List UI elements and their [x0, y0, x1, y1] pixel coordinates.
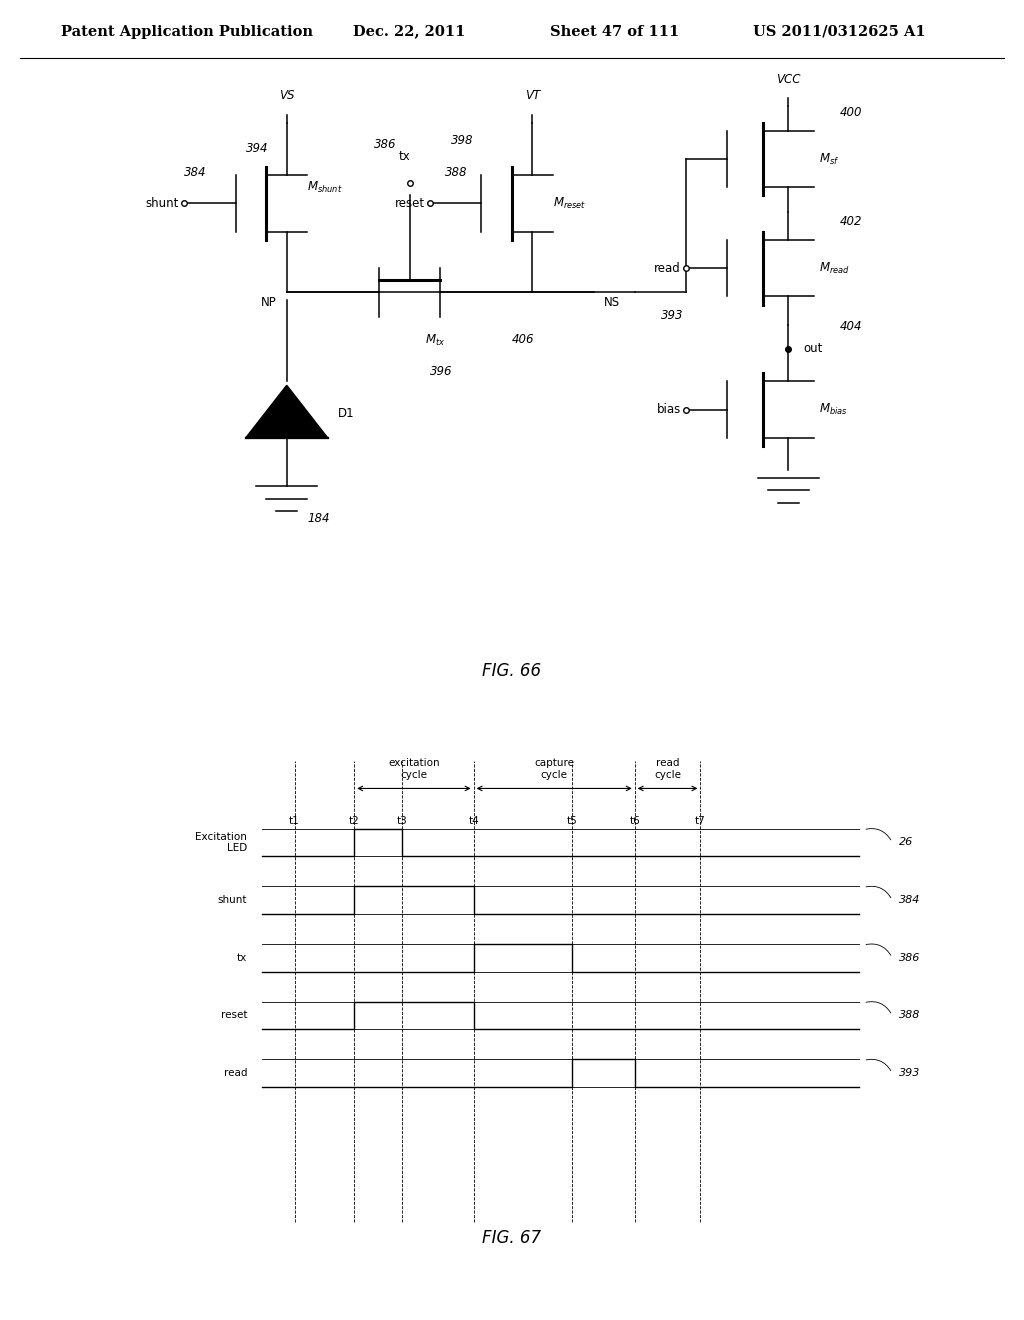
Text: 386: 386 — [374, 137, 396, 150]
Text: t3: t3 — [396, 816, 408, 826]
Text: $M_{reset}$: $M_{reset}$ — [553, 195, 587, 211]
Text: FIG. 66: FIG. 66 — [482, 663, 542, 681]
Text: VCC: VCC — [776, 73, 801, 86]
Text: t4: t4 — [468, 816, 479, 826]
Text: VS: VS — [279, 90, 295, 103]
Text: 396: 396 — [430, 366, 453, 378]
Text: excitation
cycle: excitation cycle — [388, 758, 439, 780]
Text: 388: 388 — [445, 166, 468, 180]
Text: bias: bias — [656, 403, 681, 416]
Text: read: read — [224, 1068, 247, 1078]
Text: 388: 388 — [899, 1010, 921, 1020]
Text: read: read — [654, 261, 681, 275]
Text: NP: NP — [261, 297, 276, 309]
Text: t5: t5 — [566, 816, 578, 826]
Text: 404: 404 — [840, 319, 862, 333]
Text: shunt: shunt — [145, 197, 179, 210]
Text: read
cycle: read cycle — [654, 758, 681, 780]
Text: $M_{shunt}$: $M_{shunt}$ — [307, 180, 343, 195]
Text: $M_{tx}$: $M_{tx}$ — [425, 333, 445, 348]
Text: t1: t1 — [289, 816, 300, 826]
Text: 394: 394 — [246, 143, 268, 154]
Text: tx: tx — [237, 953, 247, 962]
Text: US 2011/0312625 A1: US 2011/0312625 A1 — [754, 25, 926, 38]
Text: Sheet 47 of 111: Sheet 47 of 111 — [550, 25, 679, 38]
Text: FIG. 67: FIG. 67 — [482, 1229, 542, 1247]
Text: 393: 393 — [660, 309, 683, 322]
Text: 400: 400 — [840, 106, 862, 119]
Text: 393: 393 — [899, 1068, 921, 1078]
Text: 184: 184 — [307, 512, 330, 525]
Text: D1: D1 — [338, 407, 354, 420]
Text: 398: 398 — [451, 133, 473, 147]
Text: 386: 386 — [899, 953, 921, 962]
Text: Patent Application Publication: Patent Application Publication — [61, 25, 313, 38]
Text: reset: reset — [395, 197, 425, 210]
Text: capture
cycle: capture cycle — [535, 758, 574, 780]
Polygon shape — [246, 385, 328, 438]
Text: $M_{sf}$: $M_{sf}$ — [819, 152, 840, 166]
Text: $M_{bias}$: $M_{bias}$ — [819, 403, 848, 417]
Text: 402: 402 — [840, 215, 862, 227]
Text: 26: 26 — [899, 837, 913, 847]
Text: Excitation
LED: Excitation LED — [196, 832, 247, 853]
Text: NS: NS — [604, 297, 621, 309]
Text: t2: t2 — [349, 816, 359, 826]
Text: $M_{read}$: $M_{read}$ — [819, 260, 850, 276]
Text: 406: 406 — [512, 333, 535, 346]
Text: 384: 384 — [899, 895, 921, 906]
Text: shunt: shunt — [218, 895, 247, 906]
Text: Dec. 22, 2011: Dec. 22, 2011 — [353, 25, 466, 38]
Text: 384: 384 — [184, 166, 207, 180]
Text: VT: VT — [525, 90, 540, 103]
Text: out: out — [804, 342, 823, 355]
Text: reset: reset — [221, 1010, 247, 1020]
Text: t7: t7 — [695, 816, 706, 826]
Text: tx: tx — [398, 150, 411, 162]
Text: t6: t6 — [630, 816, 640, 826]
